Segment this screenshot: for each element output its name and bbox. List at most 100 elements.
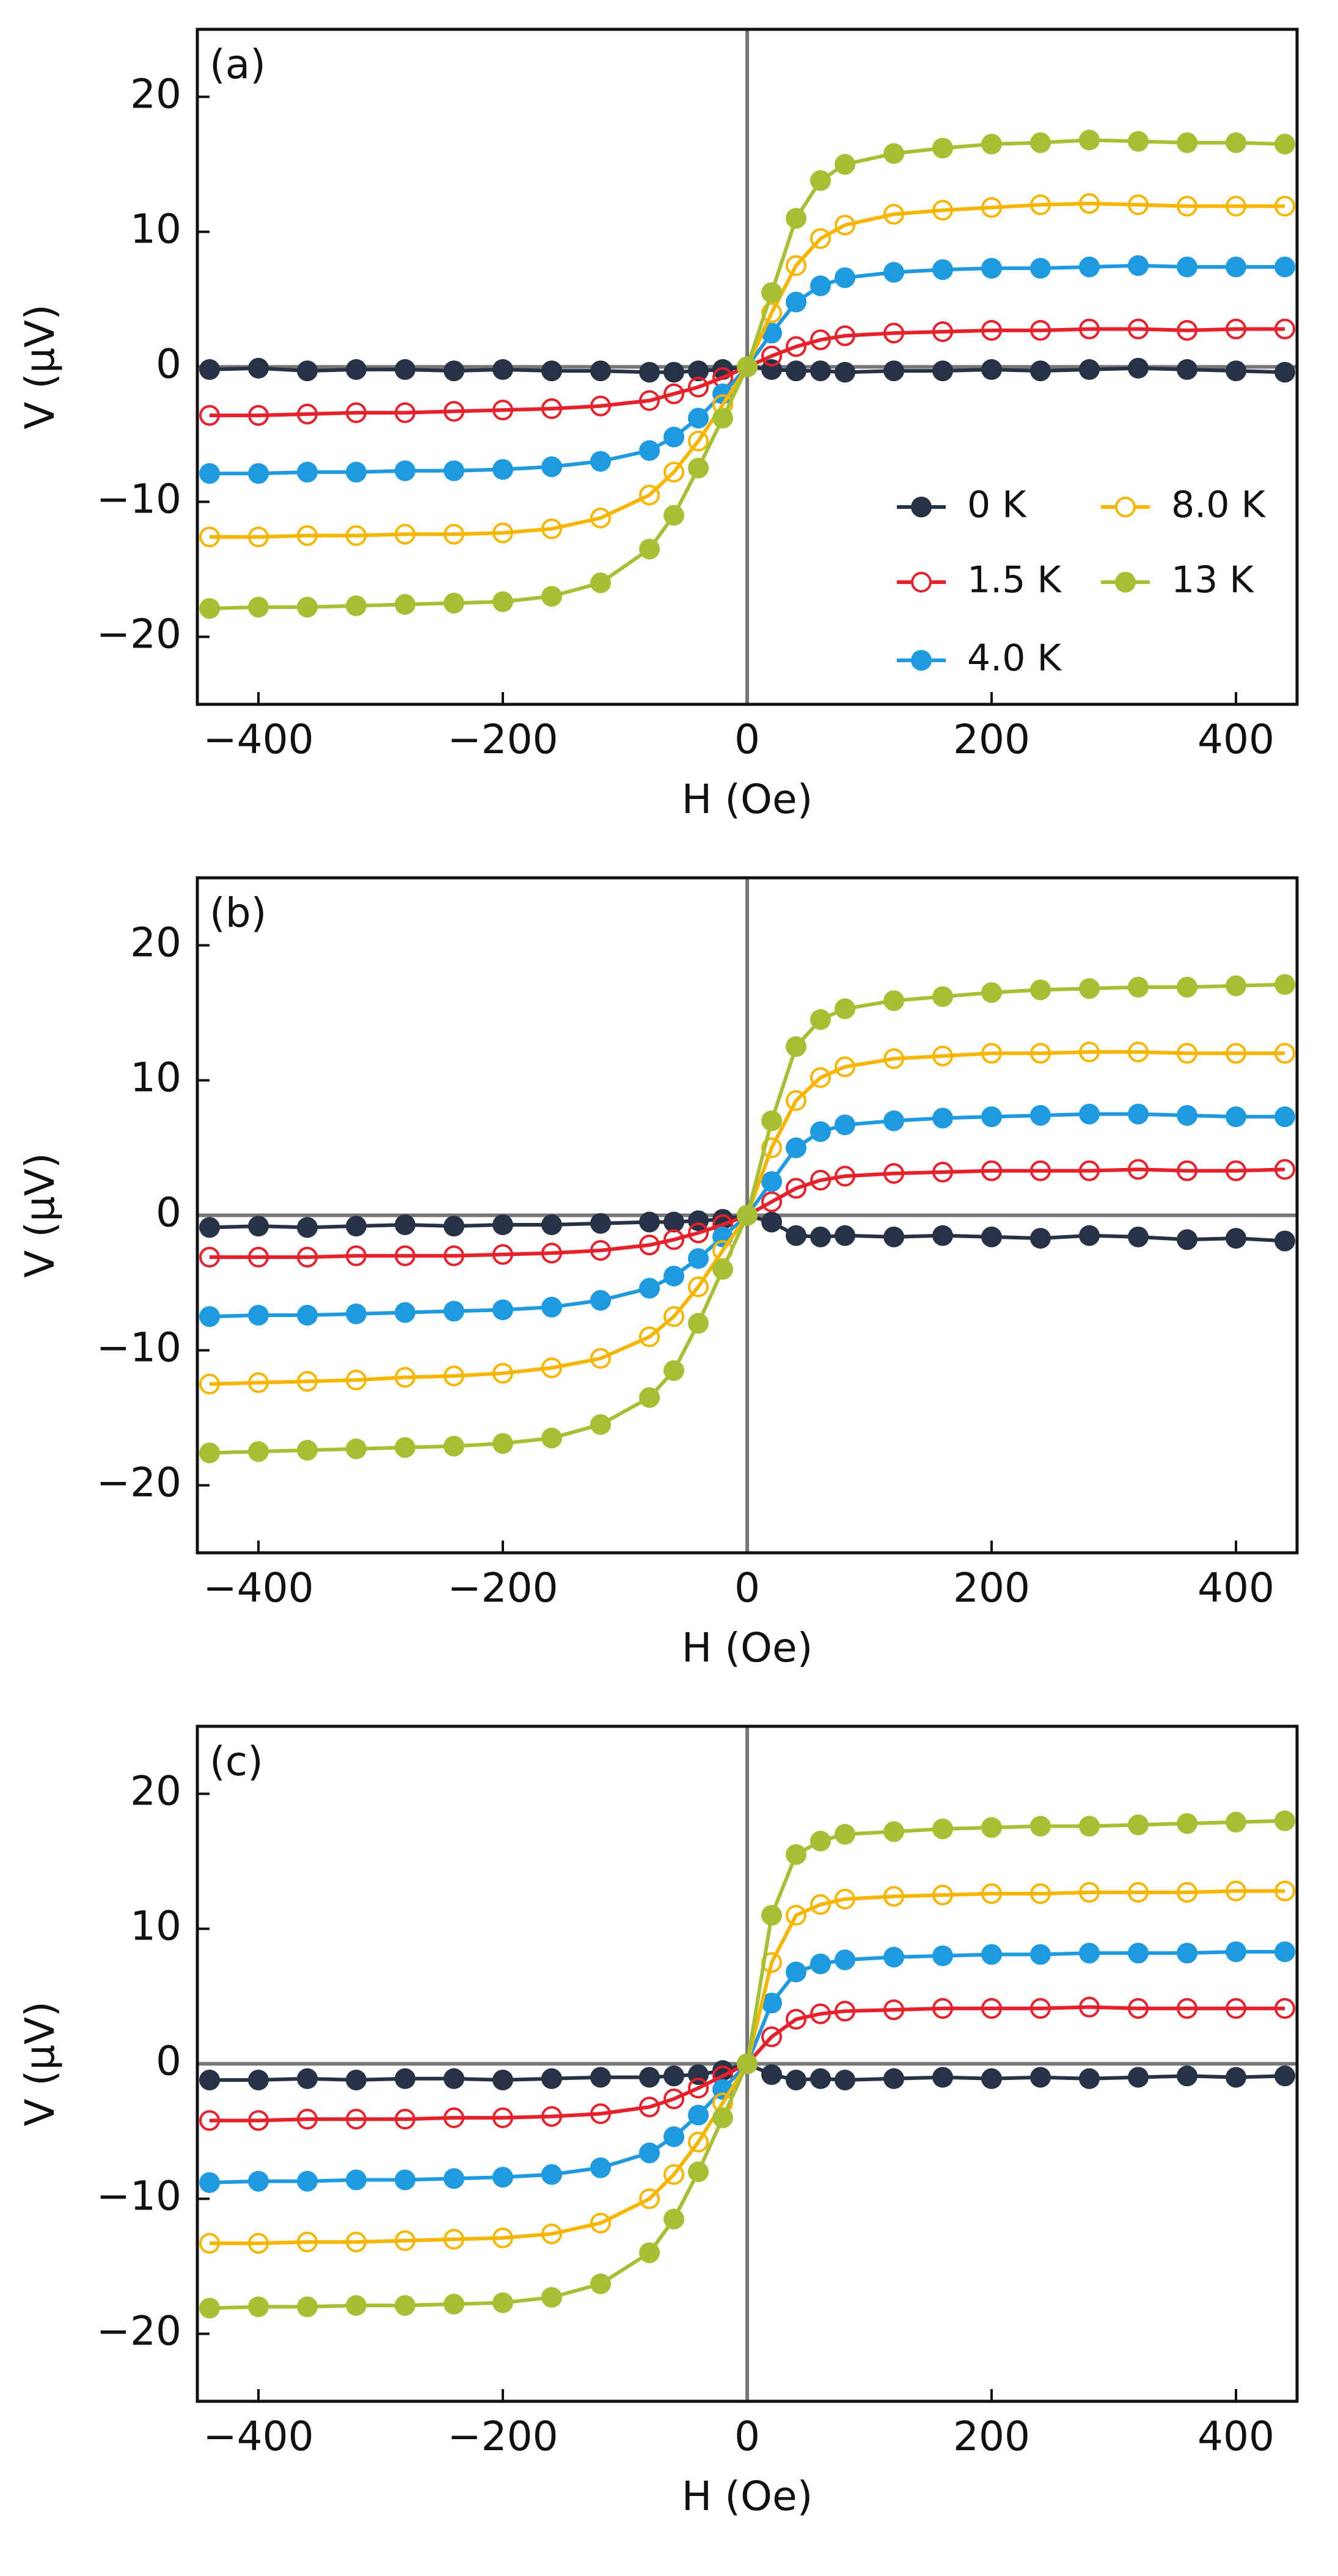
data-point — [761, 1993, 782, 2014]
data-point — [590, 1239, 611, 1261]
data-point — [590, 360, 611, 382]
data-point — [1079, 318, 1100, 340]
data-point — [883, 1162, 904, 1184]
data-point — [444, 2228, 464, 2250]
data-point — [1177, 1943, 1197, 1964]
x-axis-label: H (Oe) — [682, 1624, 813, 1671]
data-point — [346, 1303, 367, 1324]
data-point — [590, 1348, 611, 1369]
data-point — [883, 143, 904, 164]
data-point — [1079, 193, 1100, 214]
data-point — [664, 1229, 684, 1250]
data-point — [492, 1432, 513, 1454]
y-tick-label: 10 — [130, 1903, 181, 1950]
data-point — [712, 2060, 733, 2081]
data-point — [590, 1414, 611, 1436]
data-point — [444, 1365, 464, 1387]
data-point — [248, 526, 269, 547]
data-point — [883, 323, 904, 344]
data-point — [932, 986, 953, 1007]
data-point — [786, 291, 806, 313]
y-axis-label: V (μV) — [16, 304, 64, 429]
data-point — [1226, 1106, 1246, 1128]
data-point — [981, 1043, 1002, 1064]
data-point — [664, 1360, 684, 1381]
y-tick-label: −20 — [97, 611, 181, 658]
data-point — [492, 2070, 513, 2091]
data-point — [444, 1436, 464, 1457]
data-point — [1030, 132, 1051, 153]
data-point — [1226, 132, 1246, 153]
data-point — [248, 463, 269, 484]
data-point — [1177, 1998, 1197, 2019]
data-point — [346, 1438, 367, 1459]
data-point — [688, 376, 709, 398]
data-point — [1128, 318, 1149, 340]
data-point — [199, 2110, 220, 2131]
data-point — [810, 1170, 831, 1191]
data-point — [297, 2109, 318, 2130]
data-point — [883, 1946, 904, 1968]
data-point — [761, 1137, 782, 1158]
data-point — [444, 593, 464, 614]
data-point — [1177, 132, 1197, 153]
data-point — [981, 133, 1002, 155]
data-point — [541, 1242, 562, 1264]
data-point — [786, 360, 806, 382]
data-point — [1274, 256, 1295, 277]
data-point — [1274, 318, 1295, 340]
data-point — [1177, 195, 1197, 217]
data-point — [712, 407, 733, 429]
data-point — [810, 1894, 831, 1915]
data-point — [1079, 1881, 1100, 1903]
data-point — [810, 2003, 831, 2024]
data-point — [1128, 2067, 1149, 2088]
data-point — [248, 2233, 269, 2254]
data-point — [1030, 1944, 1051, 1965]
x-tick-label: 200 — [953, 2413, 1030, 2460]
data-point — [835, 1823, 855, 1845]
data-point — [883, 2068, 904, 2089]
data-point — [444, 524, 464, 545]
data-point — [1226, 2067, 1246, 2088]
data-point — [835, 1056, 855, 1078]
y-tick-label: 0 — [156, 2038, 181, 2085]
data-point — [1030, 1160, 1051, 1181]
data-point — [1128, 1998, 1149, 2019]
data-point — [248, 357, 269, 379]
data-point — [346, 359, 367, 380]
data-point — [492, 1214, 513, 1235]
data-point — [541, 1357, 562, 1379]
data-point — [835, 2001, 855, 2022]
data-point — [1226, 256, 1246, 277]
data-point — [395, 524, 415, 545]
data-point — [810, 228, 831, 249]
data-point — [932, 1998, 953, 2019]
data-point — [1128, 1814, 1149, 1836]
data-point — [297, 2231, 318, 2253]
data-point — [1177, 1881, 1197, 1903]
data-point — [981, 359, 1002, 380]
data-point — [248, 1372, 269, 1393]
data-point — [1030, 360, 1051, 382]
data-point — [664, 2164, 684, 2185]
data-point — [786, 1844, 806, 1865]
data-point — [1030, 258, 1051, 279]
data-point — [248, 596, 269, 618]
data-point — [297, 1305, 318, 1326]
data-point — [883, 1226, 904, 1247]
data-point — [444, 2068, 464, 2089]
x-tick-label: 200 — [953, 1564, 1030, 1611]
data-point — [835, 2070, 855, 2091]
data-point — [932, 360, 953, 382]
data-point — [932, 259, 953, 280]
data-point — [1274, 974, 1295, 995]
data-point — [492, 2167, 513, 2188]
data-point — [810, 329, 831, 351]
panel-label: (a) — [210, 41, 266, 88]
data-point — [395, 1245, 415, 1266]
data-point — [932, 1107, 953, 1129]
data-point — [761, 1211, 782, 1233]
data-point — [786, 1961, 806, 1983]
